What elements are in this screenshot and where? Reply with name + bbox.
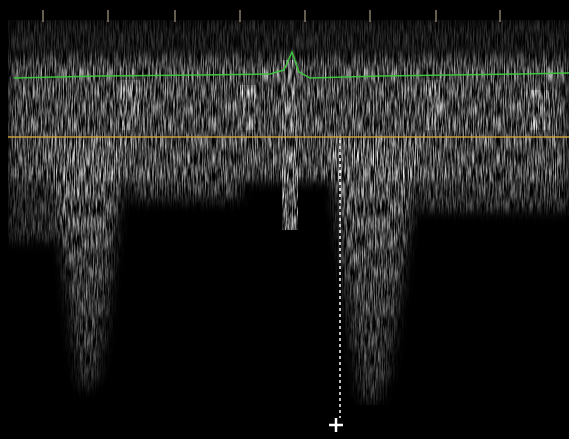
ecg-trace <box>13 49 569 79</box>
spectral-signal <box>8 20 569 405</box>
cursor-cross <box>329 418 343 432</box>
time-ticks <box>42 10 501 22</box>
